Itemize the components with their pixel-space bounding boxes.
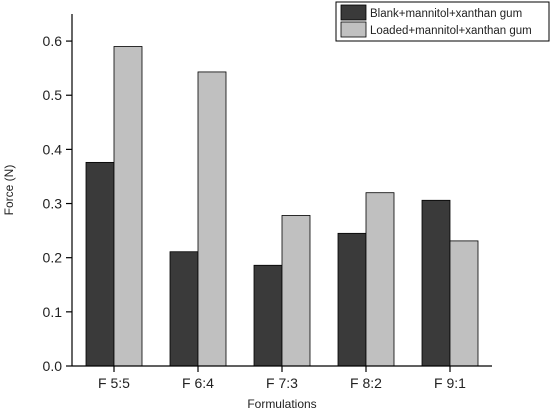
- legend-label-loaded: Loaded+mannitol+xanthan gum: [370, 25, 532, 37]
- bar-blank-2: [253, 264, 283, 367]
- y-tick-label: 0.5: [43, 87, 63, 103]
- bars-layer: [85, 46, 479, 367]
- bar-blank-4: [421, 199, 451, 367]
- y-tick-label: 0.6: [43, 33, 63, 49]
- x-tick-label: F 9:1: [434, 375, 466, 391]
- legend: Blank+mannitol+xanthan gum Loaded+mannit…: [335, 1, 550, 42]
- x-ticks: F 5:5 F 6:4 F 7:3 F 8:2 F 9:1: [98, 366, 466, 391]
- y-axis-title: Force (N): [2, 165, 16, 216]
- bar-blank-0: [85, 161, 115, 367]
- legend-swatch-loaded: [340, 21, 367, 38]
- y-tick-label: 0.4: [43, 141, 63, 157]
- bar-loaded-3: [365, 192, 395, 367]
- legend-frame: [335, 1, 550, 42]
- legend-swatch-blank: [340, 4, 367, 21]
- x-tick-label: F 5:5: [98, 375, 130, 391]
- y-tick-label: 0.2: [43, 250, 63, 266]
- x-tick-label: F 7:3: [266, 375, 298, 391]
- bar-loaded-4: [449, 240, 479, 367]
- y-tick-label: 0.3: [43, 196, 63, 212]
- bar-loaded-2: [281, 215, 311, 367]
- bar-blank-1: [169, 251, 199, 367]
- x-axis-title: Formulations: [247, 397, 316, 411]
- x-tick-label: F 6:4: [182, 375, 214, 391]
- y-tick-label: 0.0: [43, 358, 63, 374]
- x-tick-label: F 8:2: [350, 375, 382, 391]
- y-ticks: 0.0 0.1 0.2 0.3 0.4 0.5 0.6: [43, 33, 72, 374]
- y-tick-label: 0.1: [43, 304, 63, 320]
- bar-loaded-0: [113, 46, 143, 367]
- bar-blank-3: [337, 232, 367, 367]
- bar-loaded-1: [197, 71, 227, 367]
- legend-label-blank: Blank+mannitol+xanthan gum: [370, 8, 522, 20]
